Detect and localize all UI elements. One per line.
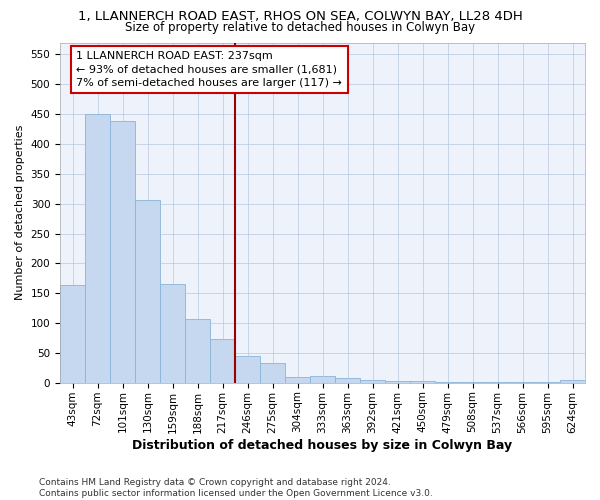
Bar — [85, 114, 110, 383]
Text: 1, LLANNERCH ROAD EAST, RHOS ON SEA, COLWYN BAY, LL28 4DH: 1, LLANNERCH ROAD EAST, RHOS ON SEA, COL… — [77, 10, 523, 23]
Bar — [360, 380, 385, 383]
Text: Size of property relative to detached houses in Colwyn Bay: Size of property relative to detached ho… — [125, 21, 475, 34]
Bar — [60, 286, 85, 383]
Bar — [435, 382, 460, 383]
Bar — [485, 382, 510, 383]
Bar — [260, 363, 285, 383]
Y-axis label: Number of detached properties: Number of detached properties — [15, 125, 25, 300]
Bar — [385, 381, 410, 383]
Bar — [285, 377, 310, 383]
X-axis label: Distribution of detached houses by size in Colwyn Bay: Distribution of detached houses by size … — [133, 440, 512, 452]
Text: Contains HM Land Registry data © Crown copyright and database right 2024.
Contai: Contains HM Land Registry data © Crown c… — [39, 478, 433, 498]
Bar — [185, 319, 210, 383]
Bar — [510, 382, 535, 383]
Bar — [160, 284, 185, 383]
Bar — [135, 200, 160, 383]
Bar — [410, 381, 435, 383]
Bar — [210, 339, 235, 383]
Bar — [110, 122, 135, 383]
Bar — [560, 380, 585, 383]
Bar — [310, 376, 335, 383]
Bar — [235, 356, 260, 383]
Bar — [460, 382, 485, 383]
Bar — [535, 382, 560, 383]
Bar — [335, 378, 360, 383]
Text: 1 LLANNERCH ROAD EAST: 237sqm
← 93% of detached houses are smaller (1,681)
7% of: 1 LLANNERCH ROAD EAST: 237sqm ← 93% of d… — [76, 52, 342, 88]
